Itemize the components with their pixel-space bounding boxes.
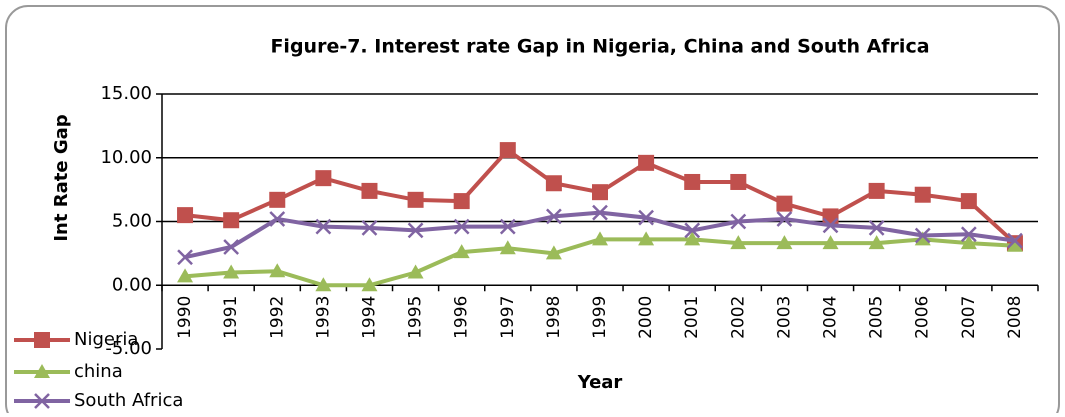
marker (730, 173, 747, 190)
marker (499, 142, 516, 159)
legend-label: Nigeria (74, 329, 138, 350)
marker (868, 219, 885, 236)
marker (177, 207, 194, 224)
marker (730, 213, 747, 230)
marker (361, 182, 378, 199)
marker (868, 235, 885, 250)
marker (453, 193, 470, 210)
marker (730, 235, 747, 250)
x-tick-label: 2007 (959, 296, 979, 339)
marker (223, 264, 240, 279)
marker (223, 239, 240, 255)
marker (315, 170, 332, 187)
marker (223, 212, 240, 229)
legend-label: South Africa (74, 390, 183, 411)
x-axis-title: Year (577, 372, 623, 393)
x-tick-label: 2004 (821, 296, 841, 339)
marker (269, 211, 286, 227)
marker (684, 173, 701, 190)
marker (822, 217, 839, 234)
marker (822, 235, 839, 250)
x-tick-label: 1991 (221, 296, 241, 339)
x-tick-label: 1996 (452, 296, 472, 339)
marker (638, 209, 654, 226)
y-tick-label: 10.00 (100, 147, 152, 168)
marker (499, 218, 516, 235)
marker (684, 231, 701, 246)
x-tick-label: 1999 (590, 296, 610, 339)
marker (960, 226, 977, 243)
y-tick-label: 15.00 (100, 83, 152, 104)
marker (868, 182, 885, 199)
x-tick-label: 2001 (682, 296, 702, 339)
marker (361, 219, 378, 236)
marker (592, 204, 608, 221)
x-tick-label: 1993 (313, 296, 333, 339)
marker (453, 218, 470, 235)
marker (269, 263, 286, 278)
marker (407, 191, 424, 208)
y-tick-label: 0.00 (112, 274, 152, 295)
marker (638, 154, 655, 171)
marker (453, 244, 470, 259)
chart-frame (5, 5, 1060, 417)
marker (546, 208, 562, 225)
marker (1007, 232, 1023, 249)
y-tick-label: 5.00 (112, 211, 152, 232)
x-tick-label: 1998 (544, 296, 564, 339)
marker (822, 208, 839, 225)
marker (499, 240, 516, 255)
x-tick-label: 1994 (359, 296, 379, 339)
marker (914, 231, 931, 246)
marker (914, 186, 931, 203)
marker (914, 227, 931, 244)
marker (592, 184, 608, 201)
y-tick-label: -5.00 (105, 338, 152, 359)
marker (407, 222, 424, 239)
legend-label: china (74, 361, 123, 382)
x-tick-label: 1990 (175, 296, 195, 339)
marker (1006, 237, 1023, 252)
x-tick-label: 2003 (774, 296, 794, 339)
x-tick-label: 2000 (636, 296, 656, 339)
marker (592, 231, 608, 246)
chart-title: Figure-7. Interest rate Gap in Nigeria, … (270, 36, 929, 58)
marker (684, 222, 701, 239)
x-tick-label: 2005 (867, 296, 887, 339)
legend-marker (34, 332, 50, 348)
x-tick-label: 1995 (406, 296, 426, 339)
marker (315, 277, 332, 292)
marker (776, 235, 793, 250)
marker (545, 175, 562, 192)
marker (776, 211, 793, 227)
y-axis-title: Int Rate Gap (51, 114, 72, 241)
x-tick-label: 2002 (728, 296, 748, 339)
marker (776, 195, 793, 212)
x-tick-label: 2006 (913, 296, 933, 339)
marker (177, 249, 193, 266)
marker (960, 193, 977, 210)
marker (177, 268, 194, 283)
x-tick-label: 1992 (267, 296, 287, 339)
marker (315, 218, 332, 235)
marker (960, 235, 977, 250)
x-tick-label: 1997 (498, 296, 518, 339)
marker (407, 264, 424, 279)
marker (361, 277, 378, 292)
legend-marker (34, 393, 50, 409)
x-tick-label: 2008 (1005, 296, 1025, 339)
marker (269, 191, 286, 208)
marker (638, 231, 655, 246)
legend-marker (34, 364, 50, 378)
marker (545, 245, 562, 260)
